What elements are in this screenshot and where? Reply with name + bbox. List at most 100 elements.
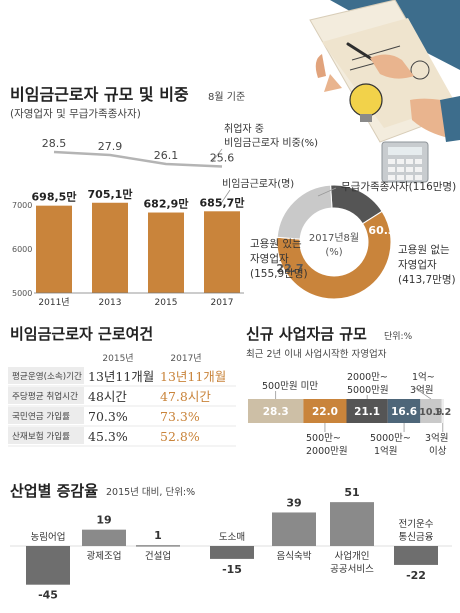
- funding-segment: [387, 399, 421, 423]
- ratio-line-chart: 취업자 중 비임금근로자 비중(%) 28.5 27.9 26.1 25.6: [42, 122, 318, 168]
- industry-value-label: -22: [406, 569, 426, 582]
- industry-bar: [272, 512, 316, 546]
- industry-bar: [210, 546, 254, 559]
- ratio-leader-line: [211, 148, 223, 163]
- industry-value-label: 51: [344, 486, 359, 499]
- industry-bar: [26, 546, 70, 585]
- funding-category-label: 1억원: [374, 445, 398, 457]
- funding-value-label: 21.1: [354, 406, 380, 418]
- sleeve-shape-2: [440, 96, 460, 142]
- industry-bar: [136, 545, 180, 547]
- industry-category-label: 농림어업: [31, 531, 66, 543]
- ratio-series-label-line2: 비임금근로자 비중(%): [224, 136, 318, 149]
- ratio-value-label: 28.5: [42, 137, 67, 150]
- industry-value-label: 19: [96, 514, 111, 527]
- table-cell-2017: 52.8%: [160, 429, 200, 444]
- funding-value-label: 1.2: [434, 407, 451, 418]
- count-value-label: 682,9만: [144, 197, 189, 211]
- section1-note: 8월 기준: [208, 91, 245, 103]
- funding-category-label: 500만~: [306, 433, 341, 444]
- funding-category-label: 3억원: [425, 432, 449, 444]
- donut-center-unit: (%): [325, 247, 342, 258]
- industry-value-label: -45: [38, 589, 58, 602]
- funding-segment: [346, 399, 388, 423]
- lightbulb-icon: [349, 83, 383, 117]
- donut-value-label: 60.3: [368, 224, 395, 237]
- calculator-screen: [388, 147, 422, 155]
- funding-category-label: 5000만~: [370, 433, 411, 444]
- industry-bar: [394, 546, 438, 565]
- funding-segment: [420, 399, 442, 423]
- count-ytick-label: 6000: [12, 245, 32, 254]
- count-value-label: 705,1만: [88, 187, 133, 201]
- donut-slice-label: 자영업자: [250, 252, 289, 265]
- donut-slice-label: (413,7만명): [398, 274, 456, 286]
- donut-slice: [276, 210, 392, 300]
- donut-slice-label: 고용원 있는: [250, 238, 302, 250]
- count-bar: [36, 205, 72, 293]
- donut-slice-label: 자영업자: [398, 258, 437, 271]
- section4-title: 산업별 증감율: [10, 482, 98, 500]
- funding-value-label: 16.6: [391, 406, 417, 418]
- table-cell-2017: 73.3%: [160, 409, 200, 424]
- section3-title: 신규 사업자금 규모: [246, 325, 367, 343]
- count-value-label: 698,5만: [32, 190, 77, 204]
- funding-category-label: 2000만원: [306, 446, 348, 457]
- count-value-label: 685,7만: [200, 195, 245, 209]
- funding-leader-line: [411, 385, 432, 400]
- section3-unit: 단위:%: [384, 331, 413, 342]
- ratio-series-label-line1: 취업자 중: [224, 122, 264, 135]
- table-cell-2017: 13년11개월: [160, 369, 226, 384]
- table-row-label: 산재보험 가입률: [12, 431, 70, 442]
- industry-category-label: 전기운수: [399, 519, 434, 530]
- funding-category-label: 500만원 미만: [262, 381, 318, 392]
- funding-category-label: 3억원: [410, 384, 434, 396]
- count-leader-line: [219, 189, 231, 206]
- industry-value-label: 39: [286, 496, 301, 509]
- count-x-label: 2011년: [38, 297, 69, 308]
- hand-shape: [370, 54, 414, 79]
- count-x-label: 2017: [211, 298, 234, 308]
- industry-category-label: 도소매: [219, 532, 245, 543]
- donut-slice: [276, 184, 333, 240]
- funding-category-label: 1억~: [412, 371, 435, 383]
- ratio-line: [53, 150, 223, 168]
- finger-shape: [315, 54, 326, 78]
- table-row-label: 국민연금 가입률: [12, 411, 70, 422]
- table-row-label-bg: [8, 387, 84, 404]
- funding-value-label: 10.9: [419, 407, 442, 418]
- count-bar: [148, 212, 184, 293]
- industry-value-label: 1: [154, 529, 162, 542]
- table-cell-2015: 70.3%: [88, 409, 128, 424]
- industry-category-label: 사업개인: [335, 550, 370, 562]
- count-ytick-label: 5000: [12, 289, 32, 298]
- section2-title: 비임금근로자 근로여건: [10, 325, 153, 343]
- section1-title: 비임금근로자 규모 및 비중: [10, 85, 189, 104]
- funding-segment: [248, 399, 304, 423]
- table-row-label-bg: [8, 427, 84, 444]
- count-series-label: 비임금근로자(명): [222, 177, 294, 190]
- section1-subtitle: (자영업자 및 무급가족종사자): [10, 107, 141, 120]
- doodle-line: [351, 45, 401, 61]
- industry-bar: [330, 502, 374, 546]
- donut-chart: 16.960.322.72017년8월(%)무급가족종사자(116만명)고용원 …: [250, 181, 456, 300]
- table-cell-2015: 48시간: [88, 389, 127, 404]
- desk-illustration: [309, 0, 460, 183]
- industry-bar: [82, 529, 126, 546]
- hand-shape-2: [324, 74, 342, 92]
- funding-segment: [303, 399, 347, 423]
- funding-stacked-bar: 28.3 22.0 21.1 16.6 10.91.2 500만원 미만 2000만~ 500…: [248, 371, 451, 457]
- funding-category-label: 2000만~: [347, 372, 388, 383]
- funding-value-label: 28.3: [263, 406, 289, 418]
- industry-change-chart: -45 농림어업 19 광제조업 1 건설업 -15 도소매 39 음식숙박 51 사업개인공공서비스…: [10, 486, 452, 602]
- table-cell-2015: 13년11개월: [88, 369, 154, 384]
- industry-value-label: -15: [222, 563, 242, 576]
- industry-category-label: 음식숙박: [277, 551, 312, 562]
- funding-category-label: 5000만원: [347, 385, 389, 396]
- funding-category-label: 이상: [429, 446, 447, 457]
- funding-segment: [441, 399, 444, 423]
- donut-slice-label: (155,9만명): [250, 268, 308, 280]
- count-bar: [92, 202, 128, 293]
